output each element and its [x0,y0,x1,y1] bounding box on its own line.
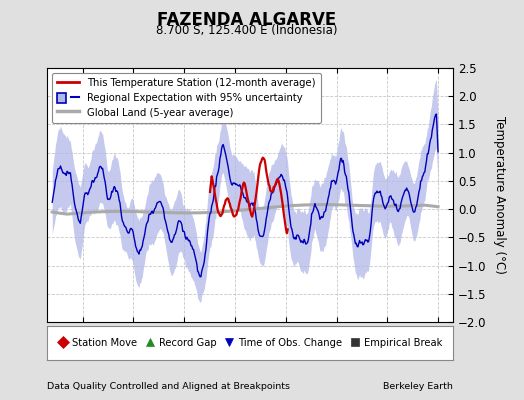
Y-axis label: Temperature Anomaly (°C): Temperature Anomaly (°C) [493,116,506,274]
Legend: Station Move, Record Gap, Time of Obs. Change, Empirical Break: Station Move, Record Gap, Time of Obs. C… [53,334,447,352]
Text: FAZENDA ALGARVE: FAZENDA ALGARVE [157,11,336,29]
Legend: This Temperature Station (12-month average), Regional Expectation with 95% uncer: This Temperature Station (12-month avera… [52,73,321,122]
Text: 8.700 S, 125.400 E (Indonesia): 8.700 S, 125.400 E (Indonesia) [156,24,337,37]
Text: Data Quality Controlled and Aligned at Breakpoints: Data Quality Controlled and Aligned at B… [47,382,290,391]
Text: Berkeley Earth: Berkeley Earth [384,382,453,391]
